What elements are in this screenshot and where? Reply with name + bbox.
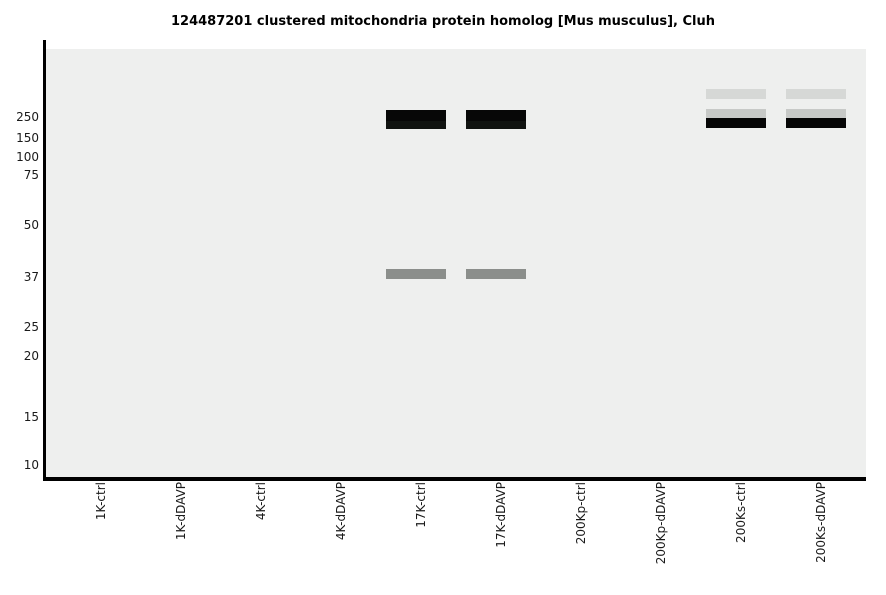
y-tick-label: 250 xyxy=(16,110,39,124)
lane-label: 200Kp-dDAVP xyxy=(654,482,668,565)
y-axis-line xyxy=(43,40,46,481)
y-tick-label: 20 xyxy=(23,349,39,363)
gel-band xyxy=(386,269,446,279)
y-tick-label: 10 xyxy=(23,458,39,472)
gel-band xyxy=(706,118,766,128)
lane-label: 200Kp-ctrl xyxy=(574,482,588,545)
lane-label: 200Ks-dDAVP xyxy=(814,482,828,563)
x-axis-line xyxy=(43,477,866,481)
lane-label: 1K-ctrl xyxy=(94,482,108,521)
gel-band xyxy=(786,109,846,118)
lane-label: 200Ks-ctrl xyxy=(734,482,748,543)
gel-band xyxy=(466,110,526,129)
y-tick-label: 50 xyxy=(23,218,39,232)
y-tick-label: 100 xyxy=(16,150,39,164)
lane-label: 1K-dDAVP xyxy=(174,482,188,541)
lane-label: 17K-dDAVP xyxy=(494,482,508,548)
gel-band xyxy=(786,118,846,128)
lane-label: 4K-ctrl xyxy=(254,482,268,521)
gel-band xyxy=(706,89,766,99)
y-tick-label: 75 xyxy=(23,168,39,182)
gel-band xyxy=(706,109,766,118)
gel-band xyxy=(466,269,526,279)
lane-label: 17K-ctrl xyxy=(414,482,428,528)
gel-band xyxy=(386,110,446,129)
gel-band xyxy=(786,89,846,99)
y-tick-label: 37 xyxy=(23,270,39,284)
chart-title: 124487201 clustered mitochondria protein… xyxy=(170,14,715,29)
y-tick-label: 150 xyxy=(16,131,39,145)
lane-label: 4K-dDAVP xyxy=(334,482,348,541)
y-tick-label: 15 xyxy=(23,410,39,424)
y-tick-label: 25 xyxy=(23,320,39,334)
